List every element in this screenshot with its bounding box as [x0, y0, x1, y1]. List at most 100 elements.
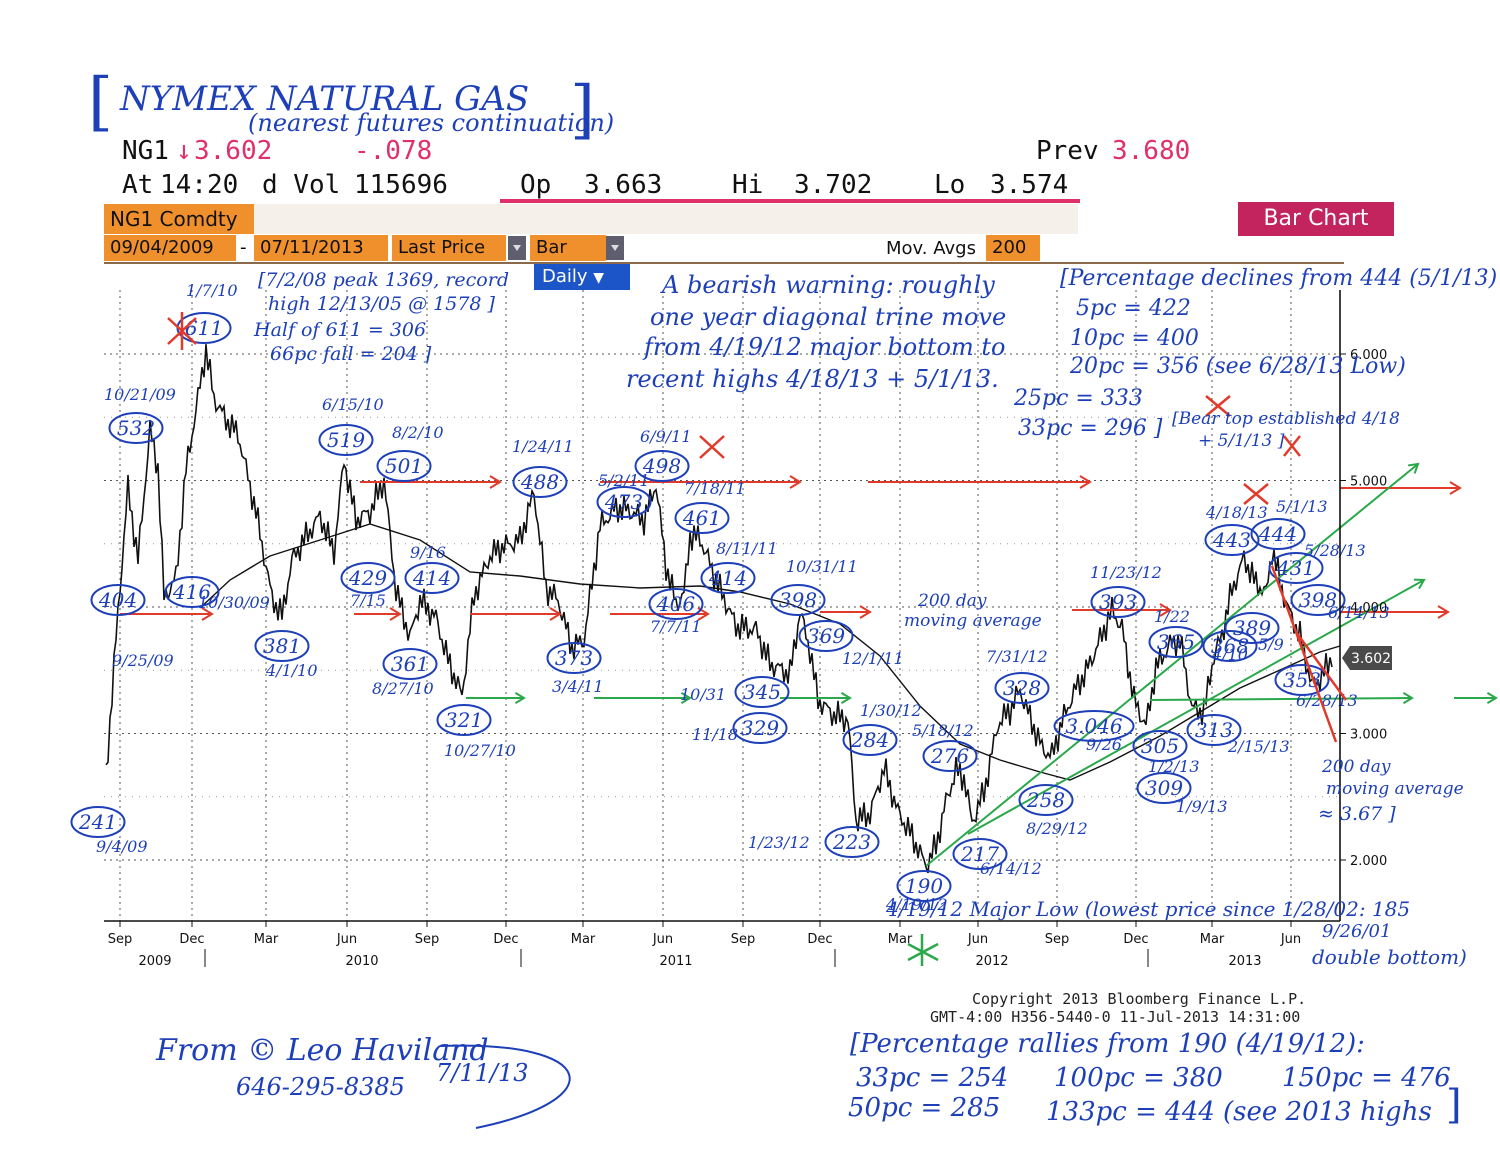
open-value: 3.663 [584, 170, 663, 200]
price-label-value: 328 [1003, 676, 1041, 700]
price-label-circle [1148, 626, 1204, 658]
price-label-circle [1268, 552, 1324, 584]
y-tick-label: 2.000 [1350, 854, 1387, 869]
price-label-date: 11/23/12 [1090, 563, 1162, 582]
x-tick-label: Dec [807, 932, 832, 947]
at-time: 14:20 [160, 170, 239, 200]
price-label-value: 393 [1099, 590, 1137, 614]
price-label-circle [596, 486, 652, 518]
x-axis-ticks: Sep Dec Mar Jun Sep Dec Mar Jun Sep Dec Mar Jun Sep D… [108, 921, 1301, 947]
red-arrow-head [859, 605, 872, 619]
price-label-value: 498 [642, 454, 681, 478]
period-select[interactable]: Daily ▼ [534, 264, 630, 290]
x-tick-label: Dec [179, 932, 204, 947]
green-arrow-head [840, 691, 852, 705]
x-tick-label: Sep [731, 932, 756, 947]
mov-avgs-label: Mov. Avgs [886, 238, 976, 259]
price-label-value: 519 [327, 428, 365, 452]
price-label-date: 4/1/10 [265, 661, 318, 680]
end-date-field[interactable]: 07/11/2013 [254, 235, 388, 261]
price-label-date: 6/15/10 [322, 395, 384, 414]
down-arrow-icon: ↓ [176, 136, 192, 166]
toolbar-strip [254, 204, 1078, 234]
chevron-down-icon: ▼ [593, 270, 605, 286]
price-label-circle [896, 870, 952, 902]
price-label-value: 368 [1211, 634, 1249, 658]
style-select[interactable]: Bar [530, 235, 606, 261]
price-label-date: 4/10 [1211, 645, 1248, 664]
trend-arrows [466, 462, 1498, 867]
peak-note-line4: 66pc fall = 204 ] [270, 343, 432, 365]
price-label-value: 305 [1141, 734, 1179, 758]
security-field[interactable]: NG1 Comdty [104, 204, 254, 234]
price-label-circle [164, 576, 220, 608]
chart-type-button[interactable]: Bar Chart [1238, 202, 1394, 236]
x-tick-label: Sep [108, 932, 133, 947]
price-label-circle [732, 712, 788, 744]
price-label-value: 444 [1258, 522, 1297, 546]
price-label-value: 313 [1195, 718, 1233, 742]
x-tick-label: Jun [336, 932, 357, 947]
start-date-field[interactable]: 09/04/2009 [104, 235, 236, 261]
price-label-value: 532 [117, 416, 155, 440]
x-tick-label: Mar [1200, 932, 1225, 947]
x-tick-label: Mar [571, 932, 596, 947]
decline-note-line1: [Percentage declines from 444 (5/1/13) [1060, 266, 1498, 291]
price-label-value: 3.046 [1065, 714, 1123, 738]
red-arrow-head [549, 607, 562, 621]
price-label-circle [734, 676, 790, 708]
price-label-date: 10/21/09 [104, 385, 176, 404]
price-label-value: 241 [78, 810, 117, 834]
price-label-circle [798, 620, 854, 652]
double-bottom-line2: double bottom) [1312, 945, 1467, 969]
price-label-value: 365 [1157, 630, 1195, 654]
price-label-date: 7/15 [350, 591, 386, 610]
decline-note-line5: 25pc = 333 [1014, 386, 1143, 411]
price-label-circle [1202, 630, 1258, 662]
price-label-value: 473 [604, 490, 643, 514]
at-label: At [122, 170, 154, 200]
high-label: Hi [732, 170, 764, 200]
price-label-circle [382, 648, 438, 680]
major-low-note: 4/19/12 Major Low (lowest price since 1/… [886, 897, 1411, 921]
price-label-date: 2/15/13 [1227, 737, 1290, 756]
peak-note-line2: high 12/13/05 @ 1578 ] [268, 293, 495, 315]
price-label-value: 443 [1212, 528, 1251, 552]
price-label-value: 329 [741, 716, 779, 740]
price-label-date: 6/28/13 [1296, 691, 1358, 710]
toolbar-divider [104, 262, 1344, 264]
price-label-value: 361 [391, 652, 429, 676]
price-label-circle [1250, 518, 1306, 550]
ticker: NG1 [122, 136, 169, 166]
field-dropdown-icon[interactable] [508, 236, 526, 260]
x-tick-label: Sep [415, 932, 440, 947]
price-label-circle [512, 466, 568, 498]
price-label-circle [634, 450, 690, 482]
rally-note-line4: 100pc = 380 [1054, 1063, 1223, 1093]
ma-right-note-line1: 200 day [1322, 757, 1391, 777]
rally-note-line2: 33pc = 254 [856, 1063, 1009, 1093]
bearish-note-line3: from 4/19/12 major bottom to [644, 333, 1006, 361]
x-tick-label: Dec [1123, 932, 1148, 947]
bear-top-note-line2: + 5/1/13 ] [1198, 431, 1285, 451]
y-tick-label: 4.000 [1350, 601, 1387, 616]
price-label-value: 404 [98, 588, 137, 612]
x-tick-label: Sep [1045, 932, 1070, 947]
year-label: 2012 [975, 954, 1008, 969]
mov-avgs-field[interactable]: 200 [986, 235, 1040, 261]
ma-right-note-line3: ≈ 3.67 ] [1318, 803, 1396, 825]
header-underline [500, 199, 1080, 203]
price-label-circle [1290, 584, 1346, 616]
style-dropdown-icon[interactable] [606, 236, 624, 260]
price-label-date: 10/30/09 [198, 593, 270, 612]
price-label-circle [1018, 784, 1074, 816]
field-select[interactable]: Last Price [392, 235, 506, 261]
decline-note-line6: 33pc = 296 ] [1018, 416, 1163, 441]
price-label-value: 501 [385, 454, 423, 478]
chart-grid [104, 290, 1340, 921]
price-label-circle [770, 584, 826, 616]
price-label-date: 8/29/12 [1026, 819, 1088, 838]
red-star-marks [167, 312, 1348, 743]
price-label-circle [824, 826, 880, 858]
price-label-date: 6/14/12 [980, 859, 1042, 878]
